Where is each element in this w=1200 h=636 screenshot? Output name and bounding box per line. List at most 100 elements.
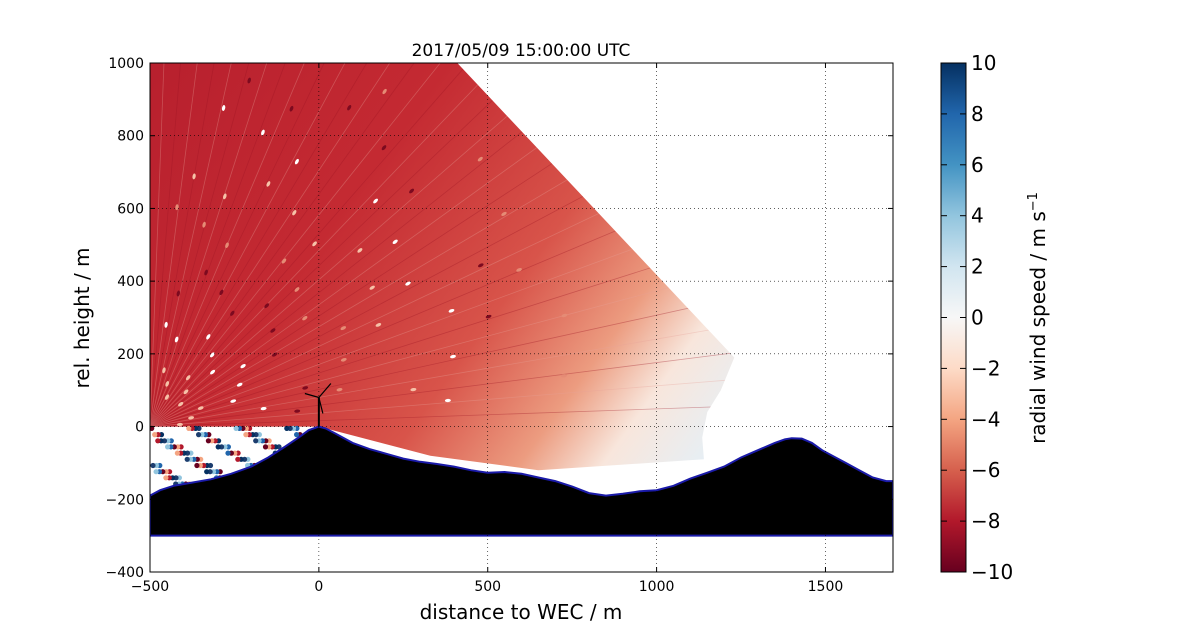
beam-ray <box>150 63 735 427</box>
speckle <box>392 239 398 245</box>
clutter-dot <box>204 469 210 475</box>
beam-ray <box>150 63 331 427</box>
beam-ray <box>150 63 735 427</box>
beam-ray <box>150 63 735 427</box>
speckle <box>230 399 237 403</box>
plot-frame <box>149 62 894 573</box>
speckle <box>478 263 484 268</box>
clutter-dot <box>174 450 180 456</box>
y-tick-label: −200 <box>106 492 144 508</box>
speckle <box>260 406 267 411</box>
scan-sector <box>150 63 735 471</box>
clutter-dot <box>253 438 259 444</box>
speckle <box>271 352 278 357</box>
clutter-dot <box>194 462 200 469</box>
speckle <box>281 258 287 264</box>
speckle <box>444 398 451 403</box>
clutter-dot <box>150 462 156 469</box>
colorbar-tick-label: 10 <box>971 51 996 75</box>
y-tick-label: −400 <box>106 565 144 581</box>
beam-ray <box>150 63 735 427</box>
speckle <box>369 285 375 290</box>
x-tick-label: 0 <box>314 579 323 595</box>
colorbar-tick-label: 2 <box>971 255 984 279</box>
beam-ray <box>150 63 735 427</box>
speckle <box>240 363 246 369</box>
beam-ray <box>150 250 735 427</box>
speckle <box>560 374 567 378</box>
beam-ray <box>150 377 735 427</box>
y-tick-label: 800 <box>117 129 144 145</box>
beam-ray <box>150 63 735 427</box>
speckle <box>247 77 251 84</box>
beam-ray <box>150 63 579 427</box>
terrain-profile <box>150 425 893 537</box>
clutter-dot <box>233 425 239 431</box>
clutter-dot <box>225 450 231 456</box>
wind-turbine-icon <box>304 383 332 427</box>
beam-ray <box>150 63 394 427</box>
speckle <box>312 241 317 247</box>
colorbar-tick-label: −6 <box>971 458 1000 482</box>
beam-ray <box>150 63 735 427</box>
beam-ray <box>150 63 735 427</box>
clutter-dot <box>284 425 290 431</box>
speckle <box>230 310 235 316</box>
speckle <box>219 289 224 296</box>
beam-ray <box>150 63 735 427</box>
beam-ray <box>150 63 518 427</box>
speckle <box>223 193 227 200</box>
grid <box>150 63 893 572</box>
speckle <box>225 242 229 249</box>
speckle <box>185 375 191 381</box>
x-tick-label: 1500 <box>808 579 844 595</box>
x-tick-label: −500 <box>131 579 169 595</box>
speckle <box>410 387 417 392</box>
speckle <box>261 129 265 136</box>
y-tick-label: 1000 <box>108 56 144 72</box>
speckle <box>357 248 363 253</box>
clutter-dot <box>196 432 202 438</box>
speckle <box>206 334 211 340</box>
clutter-dot <box>155 438 161 444</box>
speckle <box>516 268 522 272</box>
clutter-dot <box>262 444 269 450</box>
colorbar-tick-label: 0 <box>971 306 984 330</box>
speckle <box>270 328 276 333</box>
beam-ray <box>150 63 735 427</box>
beam-ray <box>150 63 735 427</box>
speckle <box>289 105 294 112</box>
beam-ray <box>150 63 735 427</box>
speckle <box>477 156 483 162</box>
clutter-dot <box>152 432 158 438</box>
speckle <box>202 221 206 228</box>
beam-ray <box>150 63 205 427</box>
sector-rays <box>150 63 735 427</box>
speckle <box>197 406 204 410</box>
speckle <box>178 402 184 407</box>
speckle <box>162 367 166 374</box>
speckle <box>204 269 208 276</box>
turbine-blade <box>318 383 332 398</box>
colorbar: 10 8 6 4 2 0 −2 −4 −6 −8 −10 radial wind speed / m… <box>940 51 1050 584</box>
clutter-dot <box>205 438 211 444</box>
y-tick-label: 400 <box>117 274 144 290</box>
clutter-dot <box>235 456 241 462</box>
speckle <box>188 416 195 420</box>
speckle <box>183 389 189 395</box>
speckle <box>164 321 168 328</box>
speckle <box>347 105 352 111</box>
speckle <box>373 198 379 204</box>
speckle <box>340 357 347 362</box>
beam-ray <box>150 63 268 427</box>
speckle <box>192 173 196 180</box>
beam-ray <box>150 63 698 427</box>
speckle <box>302 316 308 321</box>
clutter-dot <box>215 444 221 450</box>
x-tick-label: 1000 <box>639 579 675 595</box>
speckle <box>405 281 411 286</box>
speckle <box>236 382 243 387</box>
speckle <box>409 188 415 194</box>
speckle <box>176 290 180 297</box>
colorbar-tick-label: −8 <box>971 509 1000 533</box>
